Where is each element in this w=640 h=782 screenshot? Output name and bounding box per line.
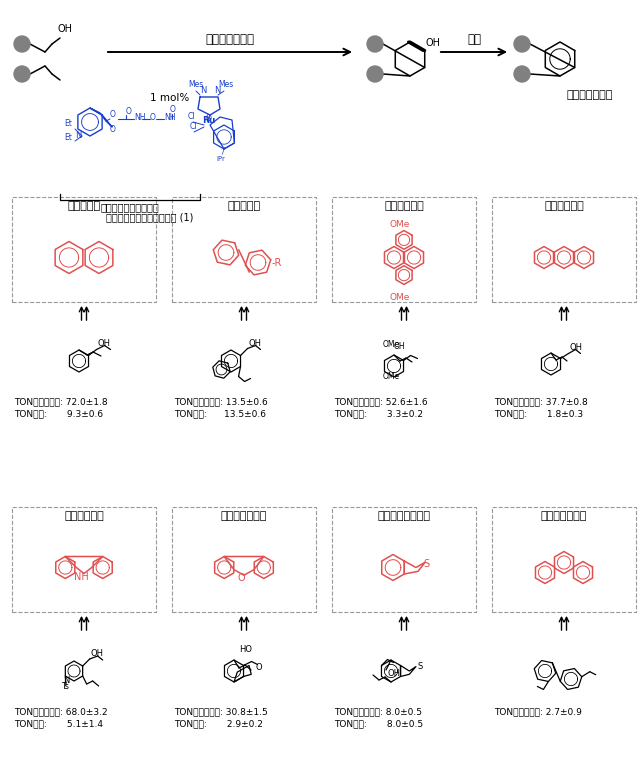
Text: O: O (255, 663, 262, 673)
Text: TONメタセシス: 30.8±1.5: TONメタセシス: 30.8±1.5 (174, 707, 268, 716)
Text: OH: OH (426, 38, 441, 48)
Text: O: O (110, 110, 116, 119)
Text: ヒドロキノン: ヒドロキノン (384, 201, 424, 211)
Circle shape (514, 66, 530, 82)
Text: メタセシス反応: メタセシス反応 (205, 33, 255, 46)
Text: O: O (126, 107, 132, 116)
Bar (172, 197, 316, 302)
Text: O: O (150, 113, 156, 122)
Text: ジベンゾフラン: ジベンゾフラン (221, 511, 267, 521)
Text: N: N (214, 86, 220, 95)
Circle shape (514, 36, 530, 52)
Text: O: O (237, 573, 245, 583)
Text: iPr: iPr (216, 156, 225, 162)
Text: クマリン・ルテニウム触媒 (1): クマリン・ルテニウム触媒 (1) (106, 212, 194, 222)
Text: TONメタセシス: 13.5±0.6: TONメタセシス: 13.5±0.6 (174, 397, 268, 406)
Text: TONメタセシス: 2.7±0.9: TONメタセシス: 2.7±0.9 (494, 707, 582, 716)
Text: O: O (170, 105, 176, 114)
Bar (492, 197, 636, 302)
Circle shape (367, 66, 383, 82)
Text: Mes: Mes (188, 80, 204, 89)
Text: HO: HO (239, 644, 253, 654)
Text: OH: OH (570, 343, 582, 353)
Text: ベンゼン誘導体: ベンゼン誘導体 (567, 90, 613, 100)
Text: OMe: OMe (390, 293, 410, 303)
Text: NH: NH (74, 572, 88, 582)
Text: O: O (206, 114, 212, 123)
Text: TONメタセシス: 37.7±0.8: TONメタセシス: 37.7±0.8 (494, 397, 588, 406)
Text: OMe: OMe (383, 372, 400, 381)
Text: TONメタセシス: 68.0±3.2: TONメタセシス: 68.0±3.2 (14, 707, 108, 716)
Text: Ru: Ru (202, 116, 216, 125)
Text: N: N (200, 86, 206, 95)
Text: カルバゾール: カルバゾール (64, 511, 104, 521)
Text: OMe: OMe (390, 220, 410, 228)
Text: OH: OH (387, 669, 400, 678)
Text: O: O (110, 125, 116, 134)
Text: Ts: Ts (61, 682, 69, 691)
Text: TONメタセシス: 8.0±0.5: TONメタセシス: 8.0±0.5 (334, 707, 422, 716)
Text: Mes: Mes (218, 80, 233, 89)
Text: TON脱水:      13.5±0.6: TON脱水: 13.5±0.6 (174, 409, 266, 418)
Bar (172, 507, 316, 612)
Text: OH: OH (394, 342, 406, 351)
Bar (12, 507, 156, 612)
Text: N: N (76, 131, 82, 141)
Text: Cl: Cl (190, 122, 198, 131)
Circle shape (14, 66, 30, 82)
Text: S: S (423, 559, 429, 569)
Text: -R: -R (272, 257, 282, 267)
Text: TON脱水:       2.9±0.2: TON脱水: 2.9±0.2 (174, 719, 263, 728)
Text: TON脱水:       9.3±0.6: TON脱水: 9.3±0.6 (14, 409, 103, 418)
Text: フェナントレン: フェナントレン (541, 511, 587, 521)
Text: 1 mol%: 1 mol% (150, 93, 189, 103)
Bar (492, 507, 636, 612)
Text: OH: OH (91, 649, 104, 658)
Bar (332, 507, 476, 612)
Text: TON脱水:       5.1±1.4: TON脱水: 5.1±1.4 (14, 719, 103, 728)
Text: TON脱水:       1.8±0.3: TON脱水: 1.8±0.3 (494, 409, 583, 418)
Text: アントラセン: アントラセン (544, 201, 584, 211)
Text: NH: NH (164, 113, 175, 122)
Text: TONメタセシス: 52.6±1.6: TONメタセシス: 52.6±1.6 (334, 397, 428, 406)
Bar (332, 197, 476, 302)
Bar (12, 197, 156, 302)
Text: ベンゾチオフェン: ベンゾチオフェン (378, 511, 431, 521)
Text: ナフタレン: ナフタレン (67, 201, 100, 211)
Text: Cl: Cl (188, 112, 195, 121)
Text: 脱水: 脱水 (467, 33, 481, 46)
Text: ビフェニル: ビフェニル (227, 201, 260, 211)
Text: N: N (63, 676, 69, 685)
Text: OH: OH (58, 24, 73, 34)
Text: Et: Et (64, 119, 72, 128)
Text: NH: NH (134, 113, 145, 122)
Text: OMe: OMe (383, 340, 400, 349)
Text: OH: OH (248, 339, 262, 347)
Text: /: / (222, 146, 225, 155)
Circle shape (367, 36, 383, 52)
Text: Et: Et (64, 133, 72, 142)
Text: TON脱水:       8.0±0.5: TON脱水: 8.0±0.5 (334, 719, 423, 728)
Text: OH: OH (97, 339, 111, 349)
Text: S: S (417, 662, 422, 671)
Circle shape (14, 36, 30, 52)
Text: TON脱水:       3.3±0.2: TON脱水: 3.3±0.2 (334, 409, 423, 418)
Text: アルブミンのリガンド: アルブミンのリガンド (100, 202, 159, 212)
Text: TONメタセシス: 72.0±1.8: TONメタセシス: 72.0±1.8 (14, 397, 108, 406)
